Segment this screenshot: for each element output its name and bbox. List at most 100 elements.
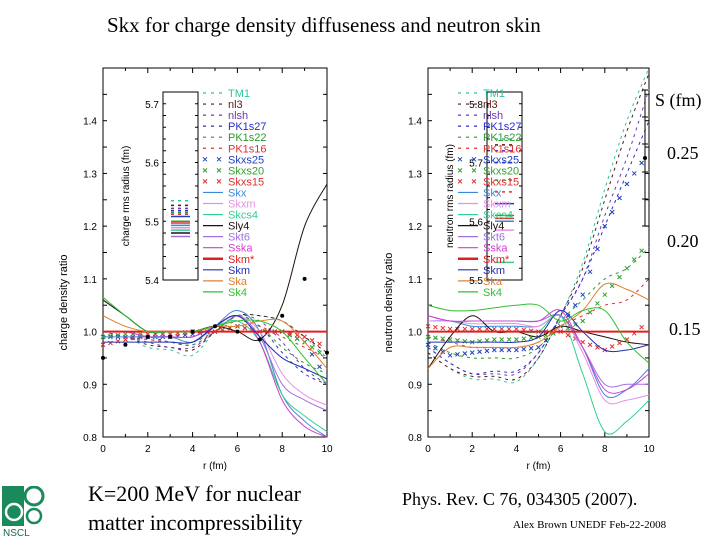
skin-tick-label: 0.20: [667, 231, 699, 251]
inset-tick-label: 5.7: [469, 159, 483, 170]
series-skxs25-marker: [631, 171, 637, 176]
series-skxs25-marker: [580, 292, 586, 298]
legend-marker: [216, 179, 222, 184]
legend-label: Skxs20: [483, 165, 519, 177]
series-data-point: [101, 355, 105, 360]
y-tick-label: 1.4: [83, 117, 97, 128]
series-skxs20-marker: [609, 283, 615, 289]
skin-scale-label: S (fm): [655, 90, 702, 110]
legend-label: Skx: [228, 187, 247, 199]
series-skxs20-marker: [287, 332, 293, 338]
series-skxs20-marker: [631, 257, 637, 262]
series-skxs25-marker: [499, 347, 505, 353]
series-data-point: [123, 342, 128, 347]
series-skxs15-marker: [639, 324, 644, 330]
series-skxs20-marker: [499, 337, 505, 342]
y-tick-label: 0.9: [408, 380, 422, 391]
legend-marker: [457, 156, 463, 162]
series-skxs25-marker: [587, 269, 593, 275]
series-sska-line: [102, 314, 328, 438]
legend-label: Skm: [483, 265, 505, 277]
legend-label: Skxs20: [228, 165, 264, 177]
x-axis-label: r (fm): [203, 461, 227, 472]
slide-title: Skx for charge density diffuseness and n…: [107, 13, 541, 37]
series-skxs20-marker: [580, 318, 586, 324]
x-tick-label: 2: [145, 444, 151, 455]
inset-tick-label: 5.7: [145, 100, 159, 111]
series-skxs15-marker: [609, 344, 615, 349]
legend-label: PK1s16: [228, 143, 267, 155]
y-tick-label: 1.0: [83, 328, 97, 339]
inset-tick-label: 5.5: [469, 276, 483, 287]
series-skxs20-marker: [317, 350, 322, 356]
series-skxs25-marker: [477, 349, 482, 355]
series-skxs20-marker: [617, 274, 622, 280]
y-tick-label: 0.8: [408, 433, 422, 444]
legend-label: Skxs15: [228, 176, 264, 188]
series-skxs25-marker: [455, 352, 460, 357]
series-skxs15-marker: [100, 342, 106, 348]
x-tick-label: 8: [602, 444, 608, 455]
legend-label: Skxs15: [483, 176, 519, 188]
series-skxs25-marker: [484, 348, 490, 354]
x-tick-label: 6: [558, 444, 564, 455]
incompressibility-note-line2: matter incompressibility: [88, 510, 303, 535]
x-tick-label: 10: [321, 444, 333, 455]
series-data-point: [325, 350, 329, 355]
series-skxs25-marker: [317, 364, 322, 370]
legend-marker: [471, 167, 477, 173]
series-skxs15-marker: [506, 326, 512, 332]
x-axis-label: r (fm): [527, 461, 551, 472]
series-skxs20-marker: [433, 335, 438, 341]
y-tick-label: 1.2: [408, 222, 422, 233]
series-skxs15-marker: [580, 339, 586, 345]
series-skxs20-marker: [425, 334, 431, 340]
series-ska-line: [427, 282, 650, 369]
legend-label: PK1s16: [483, 143, 522, 155]
series-skxs20-marker: [595, 301, 600, 306]
series-skxs25-marker: [595, 246, 600, 252]
series-skxs15-marker: [447, 326, 453, 332]
y-tick-label: 1.1: [408, 275, 422, 286]
series-skxs15-marker: [108, 340, 113, 346]
series-skxs20-marker: [587, 309, 593, 315]
author-footer: Alex Brown UNEDF Feb-22-2008: [513, 519, 667, 531]
skin-tick-label: 0.15: [669, 319, 701, 339]
inset-tick-label: 5.6: [469, 217, 483, 228]
series-skxs25-marker: [433, 345, 438, 351]
legend-label: nl3: [483, 99, 498, 111]
y-tick-label: 0.9: [83, 380, 97, 391]
series-skxs25-marker: [521, 346, 527, 352]
legend-label: Sk4: [228, 287, 247, 299]
legend-label: Sska: [483, 243, 508, 255]
legend-label: Skt6: [228, 232, 250, 244]
inset-tick-label: 5.5: [145, 217, 159, 228]
series-skxs25-marker: [536, 345, 541, 350]
series-nl3-line: [427, 73, 650, 381]
legend-marker: [457, 167, 463, 173]
legend-label: Skxs25: [228, 154, 264, 166]
legend-marker: [471, 179, 477, 184]
series-skxs15-marker: [425, 323, 431, 329]
series-skxs25-marker: [462, 351, 468, 356]
series-skxs25-marker: [514, 347, 519, 353]
series-data-point: [145, 334, 150, 339]
series-skxs15-marker: [477, 326, 482, 332]
skin-scale-marker: [643, 156, 647, 160]
chart-neutron: [425, 67, 650, 438]
series-pk1s22-line: [427, 246, 650, 360]
legend-marker: [216, 167, 222, 173]
series-sly4-line: [102, 183, 328, 341]
series-skxs25-marker: [506, 347, 512, 353]
series-skxs15-marker: [294, 332, 300, 338]
series-skxs15-marker: [455, 326, 460, 332]
svg-text:NSCL: NSCL: [3, 528, 30, 538]
series-skxs25-marker: [639, 160, 644, 166]
legend-label: Skx: [483, 187, 502, 199]
series-skxs15-marker: [309, 338, 315, 343]
x-tick-label: 0: [425, 444, 431, 455]
series-skxs25-marker: [447, 352, 453, 358]
series-skxs25-marker: [440, 349, 446, 355]
x-tick-label: 6: [235, 444, 241, 455]
legend-marker: [202, 179, 208, 184]
